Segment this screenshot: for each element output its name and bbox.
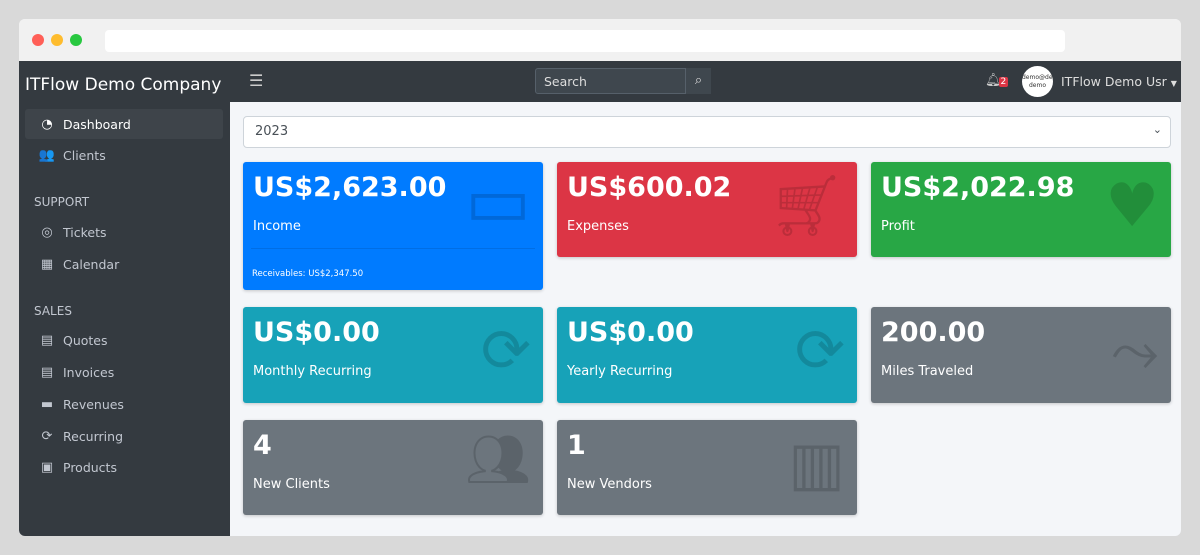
credit-card-icon: ▬ bbox=[40, 396, 54, 412]
sidebar-item-revenues[interactable]: ▬ Revenues bbox=[25, 389, 223, 419]
sidebar-item-calendar[interactable]: ▦ Calendar bbox=[25, 249, 223, 279]
new-clients-card[interactable]: 4 New Clients 👥︎ bbox=[243, 420, 543, 515]
yearly-recurring-card[interactable]: US$0.00 Yearly Recurring ⟳ bbox=[557, 307, 857, 403]
sidebar-item-quotes[interactable]: ▤ Quotes bbox=[25, 325, 223, 355]
maximize-dot[interactable] bbox=[70, 34, 82, 46]
credit-card-icon: ▭ bbox=[464, 162, 531, 242]
sidebar-item-dashboard[interactable]: ◔ Dashboard bbox=[25, 109, 223, 139]
life-ring-icon: ◎ bbox=[41, 224, 53, 240]
sidebar-item-tickets[interactable]: ◎ Tickets bbox=[25, 217, 223, 247]
expenses-card[interactable]: US$600.02 Expenses 🛒︎ bbox=[557, 162, 857, 257]
users-icon: 👥︎ bbox=[464, 430, 531, 490]
search-input[interactable]: Search bbox=[535, 68, 711, 94]
route-icon: ⤳ bbox=[1111, 316, 1159, 386]
receivables-text: Receivables: US$2,347.50 bbox=[252, 269, 364, 279]
income-card[interactable]: US$2,623.00 Income ▭ Receivables: US$2,3… bbox=[243, 162, 543, 290]
title-bar bbox=[19, 19, 1181, 61]
building-icon: ▥ bbox=[788, 429, 845, 499]
top-navbar: ☰ Search ⌕ 🔔︎2 demo@demo demo ITFlow Dem… bbox=[230, 61, 1181, 102]
browser-window: ITFlow Demo Company ◔ Dashboard 👥 Clients … bbox=[19, 19, 1181, 536]
sync-icon: ⟳ bbox=[794, 316, 845, 386]
brand[interactable]: ITFlow Demo Company bbox=[25, 75, 222, 95]
tachometer-icon: ◔ bbox=[41, 116, 53, 132]
invoice-icon: ▤ bbox=[40, 364, 54, 380]
bell-icon: 🔔︎ bbox=[985, 73, 1002, 88]
profit-card[interactable]: US$2,022.98 Profit ♥ bbox=[871, 162, 1171, 257]
sidebar-item-clients[interactable]: 👥 Clients bbox=[38, 147, 106, 163]
sidebar-item-recurring[interactable]: ⟳ Recurring bbox=[25, 421, 223, 451]
user-menu[interactable]: ITFlow Demo Usr ▼ bbox=[1061, 74, 1177, 89]
new-vendors-card[interactable]: 1 New Vendors ▥ bbox=[557, 420, 857, 515]
box-icon: ▣ bbox=[40, 459, 54, 475]
address-bar[interactable] bbox=[105, 30, 1065, 52]
sidebar: ITFlow Demo Company ◔ Dashboard 👥 Clients … bbox=[19, 61, 230, 536]
year-select[interactable]: 2023 ⌄ bbox=[243, 116, 1171, 148]
file-icon: ▤ bbox=[40, 332, 54, 348]
sales-header: SALES bbox=[34, 304, 72, 318]
notifications-button[interactable]: 🔔︎2 bbox=[985, 73, 1009, 88]
heart-icon: ♥ bbox=[1105, 171, 1159, 241]
sidebar-item-products[interactable]: ▣ Products bbox=[25, 452, 223, 482]
sync-icon: ⟳ bbox=[480, 316, 531, 386]
notification-badge: 2 bbox=[998, 77, 1009, 87]
users-icon: 👥 bbox=[38, 147, 56, 163]
caret-down-icon: ▼ bbox=[1170, 79, 1177, 88]
monthly-recurring-card[interactable]: US$0.00 Monthly Recurring ⟳ bbox=[243, 307, 543, 403]
chevron-down-icon: ⌄ bbox=[1152, 123, 1162, 136]
miles-traveled-card[interactable]: 200.00 Miles Traveled ⤳ bbox=[871, 307, 1171, 403]
sidebar-item-invoices[interactable]: ▤ Invoices bbox=[25, 357, 223, 387]
search-icon[interactable]: ⌕ bbox=[685, 68, 711, 94]
divider bbox=[251, 248, 535, 249]
sync-icon: ⟳ bbox=[41, 428, 53, 444]
menu-toggle-icon[interactable]: ☰ bbox=[249, 71, 264, 90]
minimize-dot[interactable] bbox=[51, 34, 63, 46]
avatar[interactable]: demo@demo demo bbox=[1022, 66, 1053, 97]
support-header: SUPPORT bbox=[34, 195, 90, 209]
calendar-icon: ▦ bbox=[40, 256, 54, 272]
close-dot[interactable] bbox=[32, 34, 44, 46]
shopping-cart-icon: 🛒︎ bbox=[768, 171, 845, 241]
